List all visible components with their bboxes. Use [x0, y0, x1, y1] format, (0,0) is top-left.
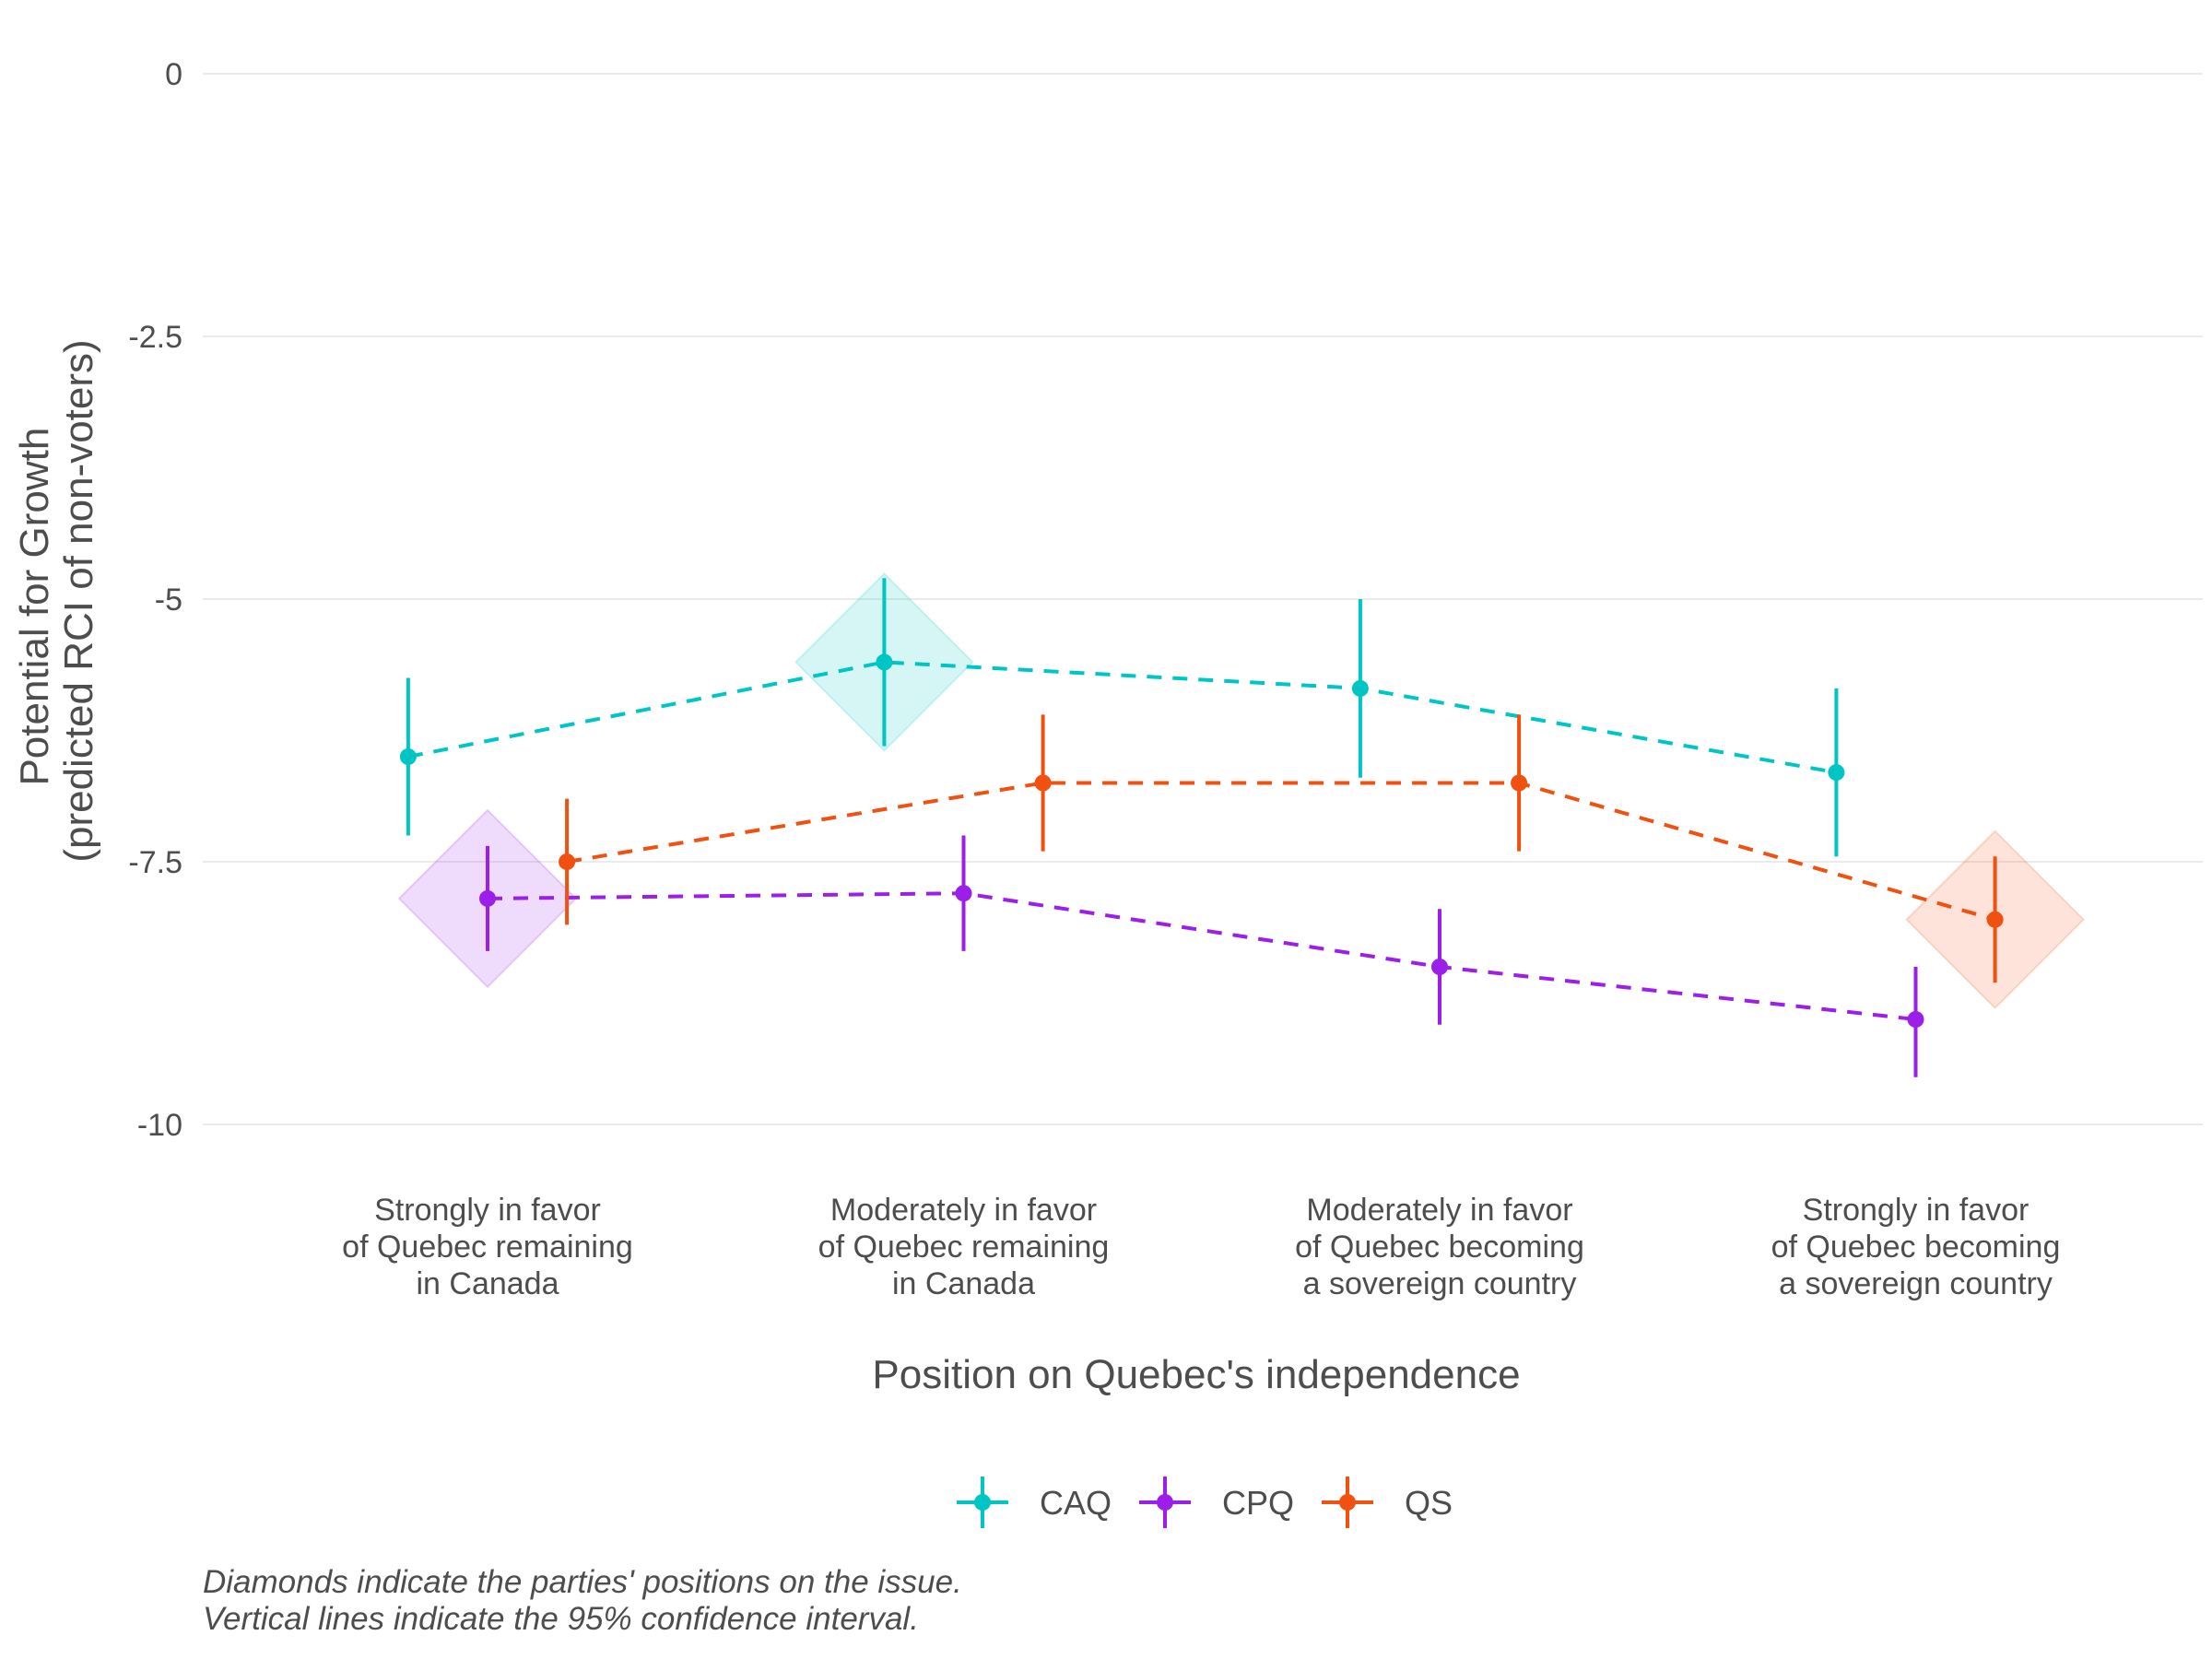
- legend-item-cpq: CPQ: [1139, 1477, 1294, 1528]
- caption-line-1: Diamonds indicate the parties' positions…: [203, 1564, 962, 1600]
- legend-label: CPQ: [1222, 1484, 1294, 1522]
- x-tick-label-line: a sovereign country: [1303, 1266, 1577, 1301]
- x-category-labels: Strongly in favor of Quebec remaining in C…: [342, 1193, 2060, 1301]
- point-qs: [1034, 774, 1052, 792]
- x-tick-label-line: of Quebec remaining: [342, 1230, 633, 1265]
- point-qs: [1511, 774, 1528, 792]
- legend-item-qs: QS: [1322, 1477, 1453, 1528]
- legend-label: CAQ: [1040, 1484, 1112, 1522]
- legend-key-point: [1339, 1494, 1356, 1511]
- point-cpq: [479, 889, 496, 907]
- point-caq: [876, 653, 893, 671]
- line-caq: [407, 660, 1837, 775]
- x-axis-title: Position on Quebec's independence: [872, 1352, 1520, 1397]
- legend-label: QS: [1405, 1484, 1453, 1522]
- y-tick-label: -5: [155, 582, 182, 618]
- y-tick-labels: 0 -2.5 -5 -7.5 -10: [128, 57, 182, 1143]
- line-qs: [566, 781, 1996, 922]
- y-tick-label: 0: [165, 57, 182, 92]
- y-axis-title: Potential for Growth (predicted RCI of n…: [12, 339, 101, 862]
- legend-item-caq: CAQ: [957, 1477, 1112, 1528]
- y-axis-title-line-1: Potential for Growth: [12, 428, 57, 786]
- legend-key-point: [1157, 1494, 1173, 1511]
- point-cpq: [1431, 959, 1448, 975]
- y-tick-label: -7.5: [128, 845, 182, 880]
- x-tick-label: Strongly in favor of Quebec becoming a sov…: [1771, 1193, 2061, 1301]
- grid: [203, 73, 2203, 1125]
- position-diamonds: [397, 571, 2086, 1010]
- caption: Diamonds indicate the parties' positions…: [203, 1564, 971, 1637]
- caption-line-2: Vertical lines indicate the 95% confiden…: [203, 1601, 919, 1637]
- x-tick-label-line: of Quebec becoming: [1771, 1230, 2061, 1265]
- x-tick-label-line: in Canada: [892, 1266, 1035, 1301]
- legend: CAQ CPQ QS: [957, 1477, 1453, 1528]
- legend-key-point: [974, 1494, 991, 1511]
- point-caq: [1351, 679, 1369, 697]
- point-caq: [1828, 764, 1845, 782]
- point-qs: [559, 853, 576, 870]
- x-tick-label-line: Strongly in favor: [1803, 1193, 2030, 1228]
- x-tick-label-line: of Quebec remaining: [818, 1230, 1110, 1265]
- y-tick-label: -2.5: [128, 320, 182, 355]
- point-cpq: [1907, 1011, 1924, 1028]
- x-tick-label: Moderately in favor of Quebec becoming a s…: [1295, 1193, 1584, 1301]
- x-tick-label-line: a sovereign country: [1779, 1266, 2053, 1301]
- point-qs: [1986, 911, 2004, 928]
- x-tick-label: Strongly in favor of Quebec remaining in C…: [342, 1193, 633, 1301]
- series-lines: [407, 660, 1996, 1021]
- y-tick-label: -10: [137, 1108, 182, 1143]
- x-tick-label-line: Strongly in favor: [374, 1193, 601, 1228]
- point-caq: [399, 748, 417, 765]
- x-tick-label-line: Moderately in favor: [830, 1193, 1097, 1228]
- x-tick-label-line: of Quebec becoming: [1295, 1230, 1584, 1265]
- x-tick-label: Moderately in favor of Quebec remaining in…: [818, 1193, 1110, 1301]
- point-cpq: [955, 885, 972, 902]
- x-tick-label-line: Moderately in favor: [1306, 1193, 1572, 1228]
- line-cpq: [487, 891, 1916, 1021]
- data-points: [399, 653, 2004, 1028]
- y-axis-title-line-2: (predicted RCI of non-voters): [56, 339, 101, 862]
- x-tick-label-line: in Canada: [416, 1266, 559, 1301]
